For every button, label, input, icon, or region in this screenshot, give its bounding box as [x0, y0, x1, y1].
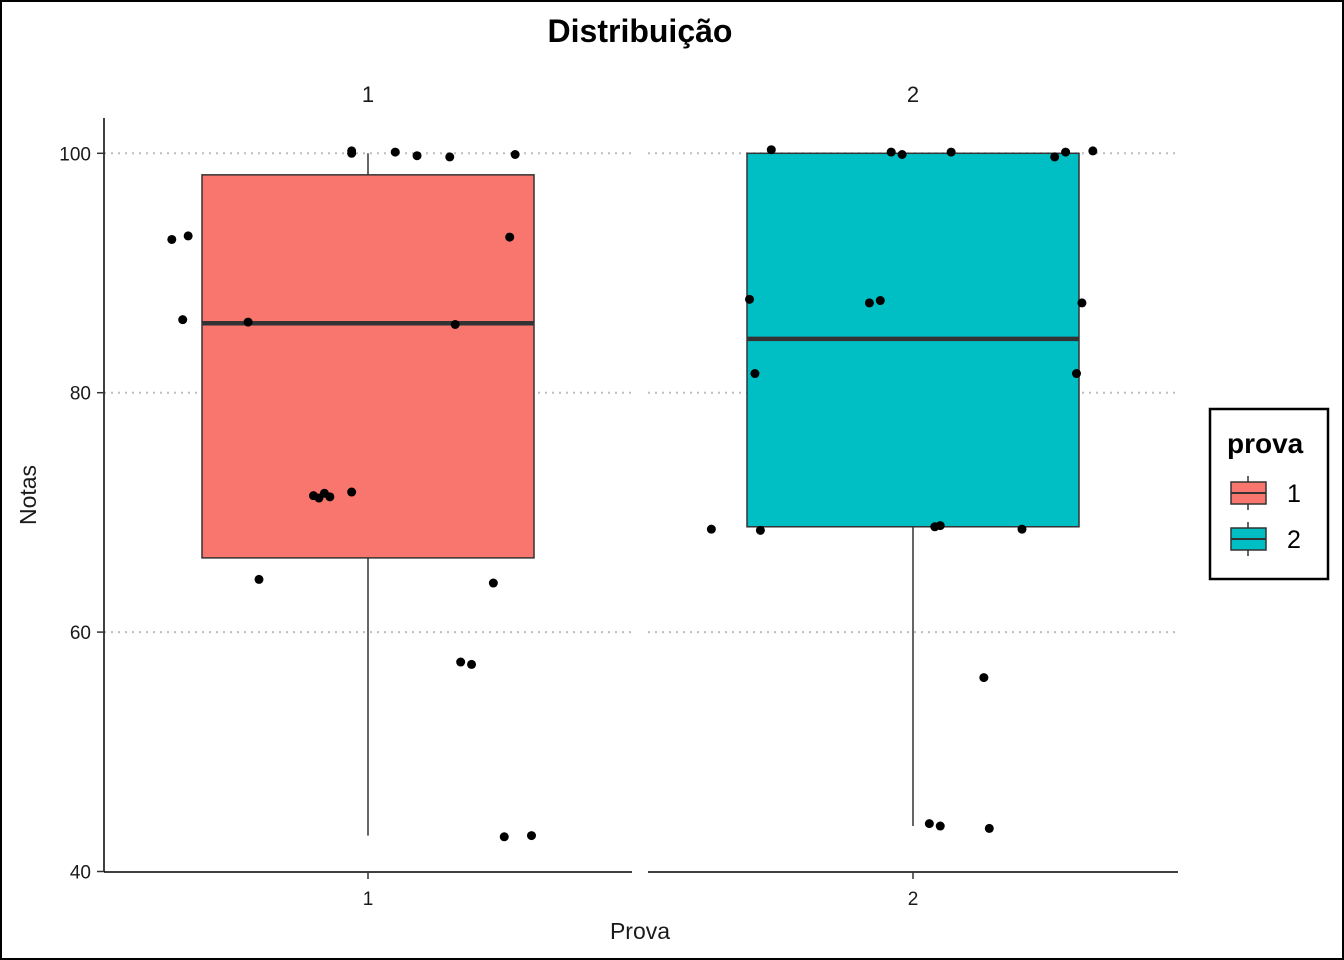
data-point [325, 492, 335, 502]
facet-strip-label: 2 [907, 82, 919, 107]
y-axis: 40 60 80 100 [59, 118, 105, 884]
data-point [706, 524, 716, 534]
data-point [467, 659, 477, 669]
x-tick-label: 2 [908, 889, 919, 910]
data-point [897, 149, 907, 159]
data-point [510, 149, 520, 159]
data-point [935, 521, 945, 531]
data-point [505, 232, 515, 242]
data-point [183, 231, 193, 241]
data-point [254, 574, 264, 584]
data-point [766, 145, 776, 155]
y-tick-label: 40 [70, 863, 91, 884]
x-axis-title: Prova [610, 918, 670, 944]
legend-box [1208, 407, 1330, 581]
x-tick-label: 1 [363, 889, 374, 910]
data-point [347, 148, 357, 158]
facet-panel-1: 11 [104, 82, 632, 910]
data-point [167, 234, 177, 244]
data-point [1088, 146, 1098, 156]
data-point [1017, 524, 1027, 534]
data-point [243, 317, 253, 327]
facet-panel-2: 22 [648, 82, 1178, 910]
legend-entry-2: 2 [1230, 522, 1301, 556]
data-point [450, 319, 460, 329]
data-point [347, 487, 357, 497]
legend-label: 1 [1287, 480, 1301, 508]
facet-strip-label: 1 [362, 82, 374, 107]
data-point [924, 819, 934, 829]
data-point [745, 294, 754, 304]
data-point [390, 147, 400, 157]
data-point [527, 831, 536, 841]
data-point [1061, 147, 1071, 157]
legend-entries: 12 [1230, 476, 1301, 556]
y-tick-label: 60 [70, 623, 91, 644]
data-point [886, 147, 896, 157]
data-point [984, 823, 994, 833]
data-point [946, 147, 956, 157]
legend-title: prova [1227, 428, 1304, 459]
y-axis-title: Notas [15, 465, 41, 525]
data-point [750, 369, 760, 379]
data-point [864, 298, 874, 308]
box-iqr [201, 174, 535, 559]
y-tick-label: 100 [59, 144, 91, 165]
data-point [412, 151, 422, 161]
y-tick-label: 80 [70, 384, 91, 405]
data-point [488, 578, 498, 588]
data-point [445, 152, 455, 162]
legend-label: 2 [1287, 526, 1301, 554]
legend: prova 12 [1208, 407, 1330, 581]
data-point [1050, 152, 1060, 162]
data-point [755, 525, 765, 535]
data-point [499, 832, 509, 842]
data-point [979, 673, 989, 683]
chart-title: Distribuição [548, 13, 733, 49]
data-point [456, 657, 466, 667]
data-point [935, 821, 945, 831]
data-point [875, 296, 885, 306]
data-point [1077, 298, 1087, 308]
data-point [1072, 369, 1081, 379]
data-point [178, 315, 188, 325]
legend-entry-1: 1 [1230, 476, 1301, 510]
